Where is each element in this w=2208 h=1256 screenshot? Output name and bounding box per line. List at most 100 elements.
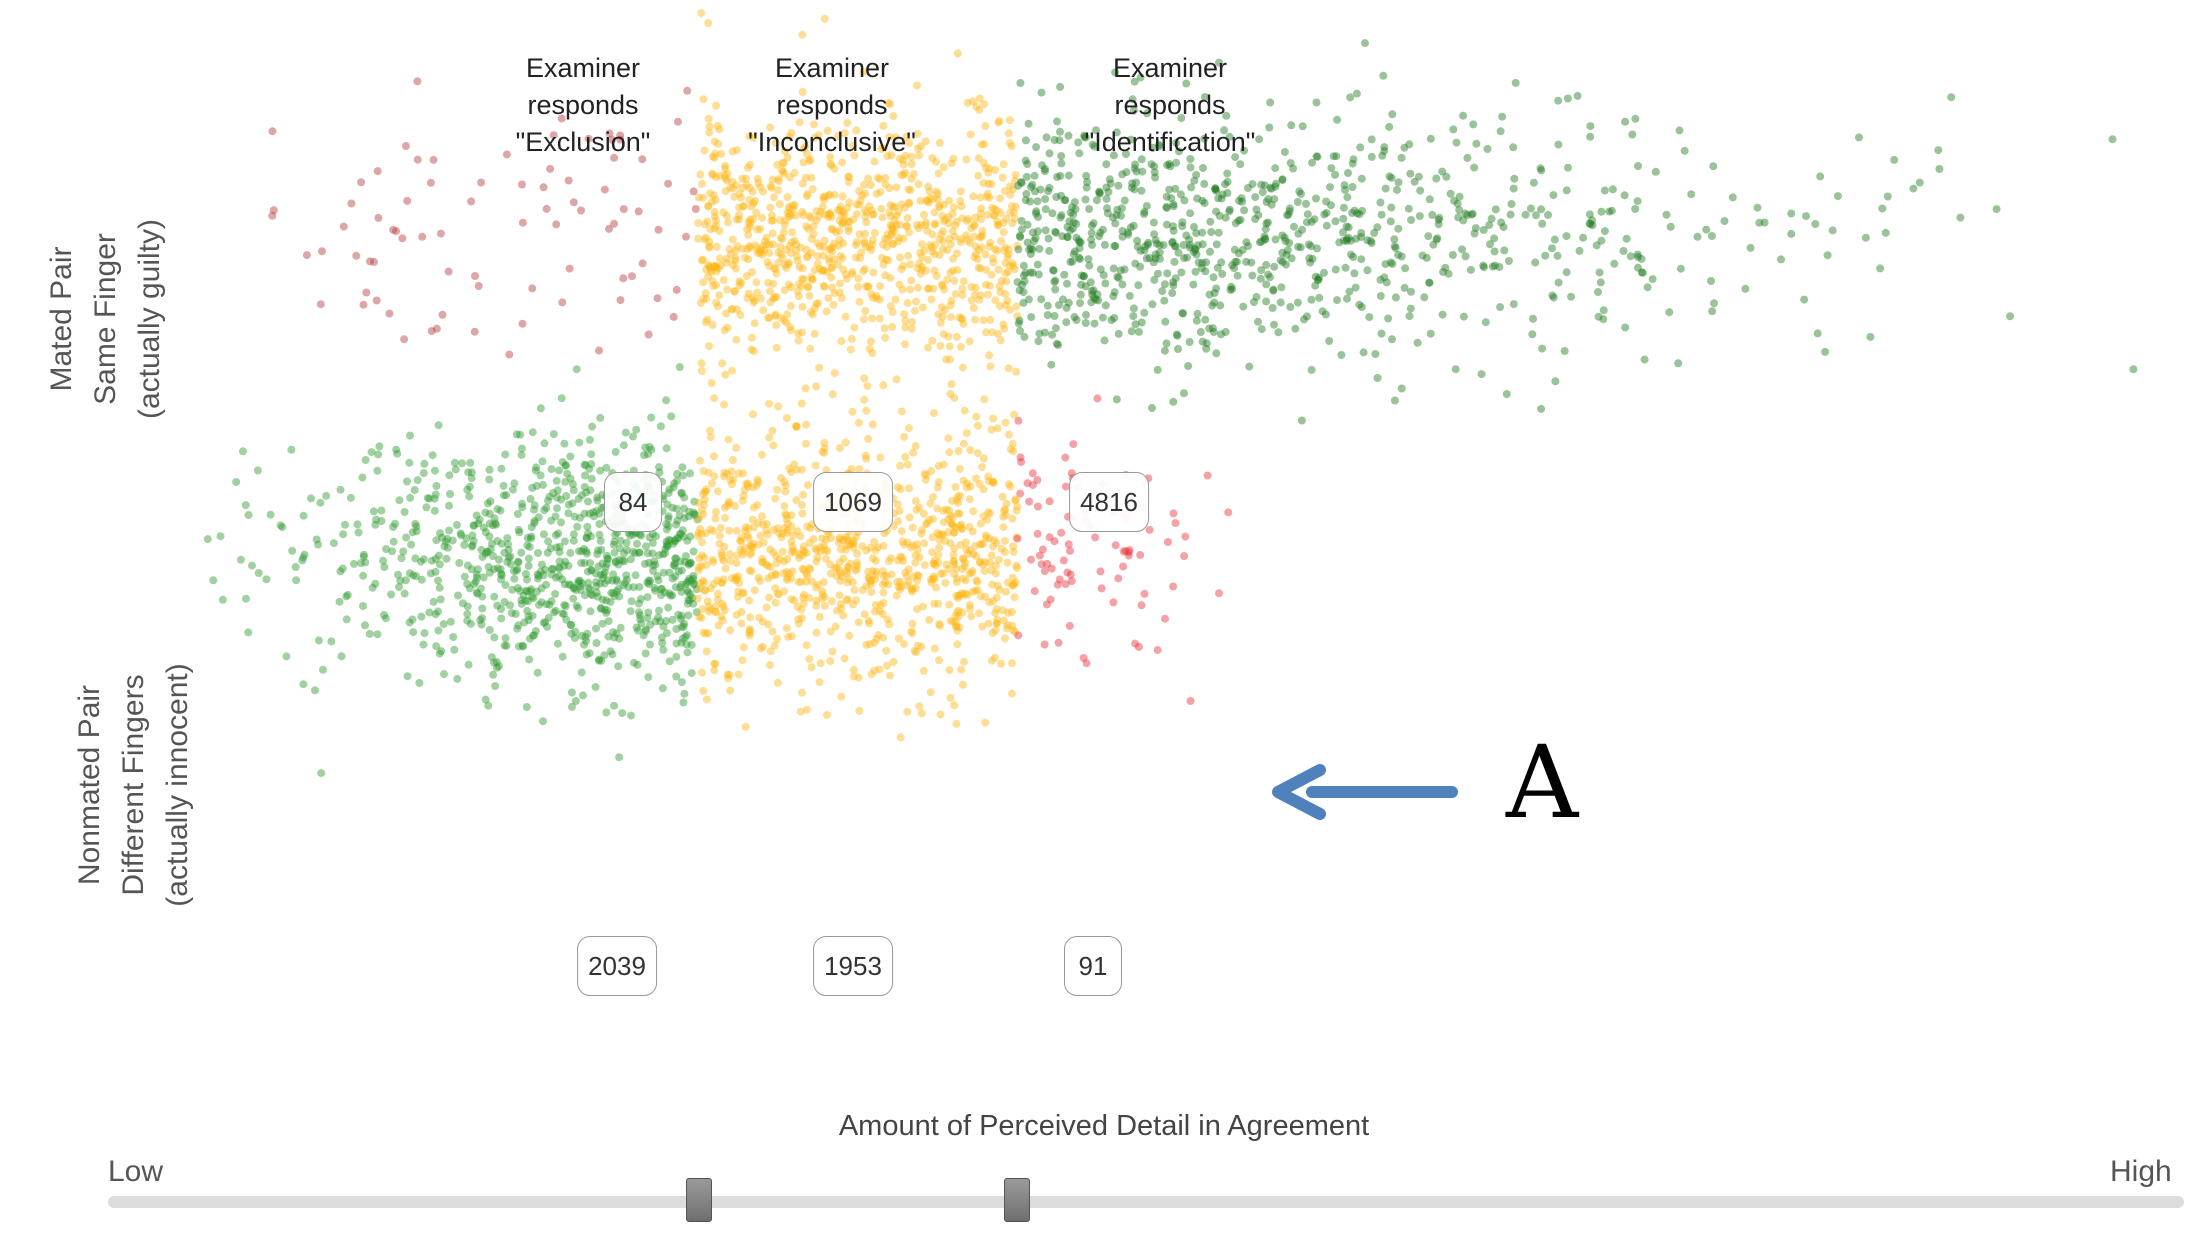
- data-point: [907, 160, 916, 168]
- data-point: [686, 590, 695, 599]
- data-point: [561, 477, 570, 486]
- data-point: [679, 698, 688, 707]
- data-point: [861, 229, 870, 238]
- data-point: [894, 207, 903, 216]
- data-point: [584, 134, 593, 143]
- data-point: [561, 461, 570, 470]
- data-point: [849, 578, 857, 587]
- data-point: [336, 567, 345, 576]
- data-point: [1178, 218, 1187, 227]
- data-point: [749, 539, 757, 548]
- exclusion-threshold-handle[interactable]: [686, 1178, 712, 1222]
- data-point: [655, 551, 664, 560]
- data-point: [1225, 207, 1234, 216]
- data-point: [999, 218, 1008, 227]
- data-point: [1124, 548, 1133, 557]
- data-point: [1032, 143, 1041, 152]
- data-point: [485, 509, 494, 518]
- data-point: [422, 503, 431, 512]
- data-point: [806, 213, 815, 222]
- data-point: [427, 327, 436, 335]
- data-point: [928, 154, 937, 163]
- data-point: [1287, 121, 1296, 130]
- data-point: [953, 49, 962, 58]
- data-point: [895, 154, 904, 163]
- data-point: [860, 395, 869, 404]
- data-point: [813, 259, 822, 268]
- data-point: [818, 587, 827, 595]
- data-point: [1600, 227, 1609, 236]
- data-point: [723, 501, 732, 510]
- data-point: [466, 619, 475, 628]
- data-point: [695, 612, 704, 621]
- data-point: [1061, 580, 1070, 589]
- data-point: [726, 556, 735, 565]
- data-point: [620, 549, 628, 558]
- data-point: [1192, 171, 1201, 179]
- data-point: [710, 153, 719, 162]
- data-point: [491, 519, 500, 528]
- data-point: [1633, 250, 1642, 259]
- data-point: [741, 523, 750, 532]
- data-point: [1463, 211, 1472, 219]
- data-point: [731, 573, 740, 582]
- data-point: [1305, 254, 1314, 263]
- data-point: [735, 281, 744, 290]
- data-point: [584, 497, 592, 506]
- data-point: [814, 131, 823, 140]
- data-point: [841, 533, 850, 541]
- data-point: [1662, 210, 1671, 219]
- data-point: [902, 132, 911, 141]
- data-point: [1351, 234, 1360, 243]
- data-point: [747, 345, 756, 354]
- data-point: [842, 596, 851, 605]
- data-point: [751, 197, 760, 205]
- data-point: [787, 632, 796, 641]
- data-point: [762, 519, 771, 528]
- data-point: [602, 608, 611, 617]
- data-point: [738, 496, 747, 505]
- data-point: [937, 569, 945, 578]
- data-point: [832, 571, 841, 580]
- data-point: [690, 511, 699, 520]
- data-point: [905, 199, 914, 208]
- data-point: [548, 565, 557, 574]
- data-point: [1876, 264, 1885, 273]
- data-point: [870, 228, 879, 237]
- data-point: [539, 183, 548, 192]
- data-point: [868, 349, 877, 357]
- data-point: [926, 499, 935, 508]
- data-point: [995, 117, 1004, 125]
- data-point: [1020, 277, 1029, 286]
- data-point: [868, 314, 877, 323]
- data-point: [612, 557, 620, 566]
- data-point: [637, 619, 646, 628]
- data-point: [832, 228, 840, 236]
- data-point: [592, 507, 601, 515]
- data-point: [843, 578, 852, 587]
- data-point: [352, 251, 361, 260]
- data-point: [799, 546, 808, 555]
- identification-threshold-handle[interactable]: [1004, 1178, 1030, 1222]
- detail-slider-track[interactable]: [108, 1196, 2184, 1208]
- data-point: [1029, 481, 1037, 490]
- data-point: [634, 626, 643, 635]
- data-point: [1185, 243, 1194, 252]
- data-point: [659, 645, 668, 654]
- data-point: [1190, 176, 1199, 185]
- data-point: [702, 318, 710, 327]
- data-point: [847, 539, 856, 548]
- data-point: [262, 575, 271, 584]
- data-point: [818, 203, 827, 211]
- data-point: [985, 164, 993, 173]
- data-point: [816, 543, 825, 552]
- data-point: [1151, 173, 1160, 182]
- data-point: [1290, 222, 1298, 231]
- data-point: [1044, 187, 1053, 196]
- header-inconclusive-line2: responds: [776, 90, 888, 120]
- data-point: [976, 519, 985, 528]
- data-point: [656, 422, 665, 431]
- data-point: [555, 557, 564, 566]
- data-point: [552, 220, 561, 229]
- data-point: [1471, 224, 1480, 233]
